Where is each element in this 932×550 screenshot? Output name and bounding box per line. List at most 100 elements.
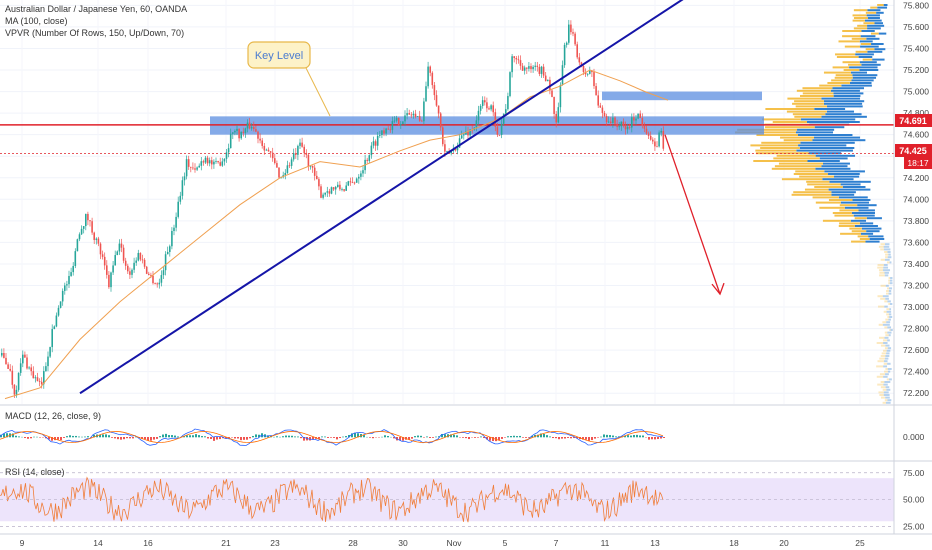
macd-histogram-bar xyxy=(426,436,428,438)
y-tick-label: 72.200 xyxy=(903,388,929,398)
candle-body xyxy=(507,96,509,110)
vp-bar-down xyxy=(885,401,891,404)
candle-body xyxy=(91,221,93,233)
rsi-legend[interactable]: RSI (14, close) xyxy=(5,467,65,477)
projection-arrow-head xyxy=(711,282,725,296)
vp-bar-up xyxy=(852,19,865,22)
candle-body xyxy=(498,134,501,136)
macd-histogram-bar xyxy=(474,437,476,438)
macd-histogram-bar xyxy=(309,437,311,441)
candle-body xyxy=(131,269,133,275)
candle-body xyxy=(593,72,595,87)
candle-body xyxy=(22,354,24,364)
macd-histogram-bar xyxy=(654,437,656,440)
vp-bar-up xyxy=(839,222,860,225)
vp-bar-up xyxy=(870,32,879,35)
candle-body xyxy=(116,251,119,256)
vp-bar-down xyxy=(833,92,864,95)
vp-bar-up xyxy=(753,160,808,162)
macd-histogram-bar xyxy=(216,437,218,440)
macd-histogram-bar xyxy=(243,437,245,440)
candle-body xyxy=(7,364,9,369)
vp-bar-up xyxy=(827,82,850,84)
macd-histogram-bar xyxy=(456,435,458,438)
vp-bar-up xyxy=(823,71,851,74)
vp-bar-up xyxy=(737,128,798,131)
candle-body xyxy=(271,152,274,159)
candle-body xyxy=(253,126,255,130)
macd-histogram-bar xyxy=(114,437,116,439)
key-level-callout[interactable]: Key Level xyxy=(247,41,331,117)
candle-body xyxy=(141,259,144,261)
vp-bar-up xyxy=(853,17,869,19)
candle-body xyxy=(236,128,238,131)
vp-bar-down xyxy=(882,323,890,326)
macd-histogram-bar xyxy=(504,437,506,438)
macd-histogram-bar xyxy=(219,437,221,440)
candle-body xyxy=(244,128,247,133)
time-axis[interactable]: 9 14 16 21 23 28 30 Nov 5 7 11 13 18 20 25 xyxy=(20,538,865,548)
macd-histogram-bar xyxy=(558,437,560,440)
price-axis[interactable]: 75.80075.60075.40075.20075.00074.80074.6… xyxy=(893,0,929,534)
macd-histogram-bar xyxy=(228,437,230,438)
candle-body xyxy=(578,57,581,63)
candle-body xyxy=(139,252,142,260)
candle-body xyxy=(145,266,148,274)
vp-bar-down xyxy=(812,139,866,142)
vp-bar-down xyxy=(796,149,853,152)
macd-histogram-bar xyxy=(51,437,53,441)
callout-pointer xyxy=(304,65,331,117)
vp-bar-down xyxy=(857,204,877,207)
vp-bar-down xyxy=(884,305,888,308)
candle-body xyxy=(610,121,612,123)
vp-bar-down xyxy=(886,349,891,352)
candle-body xyxy=(295,153,297,155)
vp-bar-up xyxy=(883,310,887,313)
vp-bar-down xyxy=(885,284,889,287)
vpvr-legend[interactable]: VPVR (Number Of Rows, 150, Up/Down, 70) xyxy=(5,28,185,38)
vp-bar-up xyxy=(889,329,891,331)
candle-body xyxy=(206,157,209,164)
candle-body xyxy=(576,44,578,58)
vp-bar-down xyxy=(815,154,856,157)
candle-body xyxy=(246,122,249,129)
candle-body xyxy=(410,114,413,116)
vp-bar-down xyxy=(888,313,892,316)
vp-bar-up xyxy=(887,287,889,290)
vp-bar-down xyxy=(833,95,861,97)
vp-bar-down xyxy=(806,121,860,123)
vp-bar-down xyxy=(830,89,860,92)
ma-legend[interactable]: MA (100, close) xyxy=(5,16,68,26)
macd-histogram-bar xyxy=(498,437,500,441)
vp-bar-up xyxy=(791,193,832,196)
candle-body xyxy=(313,167,316,176)
vp-bar-up xyxy=(800,95,834,97)
y-tick-label: 74.000 xyxy=(903,194,929,204)
vp-bar-down xyxy=(888,334,891,337)
candle-body xyxy=(502,113,505,124)
vp-bar-down xyxy=(868,235,884,238)
candle-body xyxy=(3,352,5,358)
candle-body xyxy=(481,100,484,106)
candle-body xyxy=(185,159,188,177)
candle-body xyxy=(645,128,648,134)
vp-bar-down xyxy=(882,295,889,298)
x-tick-label: 7 xyxy=(554,538,559,548)
vp-bar-up xyxy=(851,240,866,243)
macd-legend[interactable]: MACD (12, 26, close, 9) xyxy=(5,411,102,421)
candle-body xyxy=(9,368,11,371)
symbol-title[interactable]: Australian Dollar / Japanese Yen, 60, OA… xyxy=(5,4,188,14)
candle-body xyxy=(334,186,337,190)
vp-bar-down xyxy=(842,186,866,188)
macd-histogram-bar xyxy=(384,435,386,438)
candle-body xyxy=(269,151,272,153)
candle-body xyxy=(200,161,203,166)
candle-body xyxy=(114,255,116,266)
candle-body xyxy=(43,371,45,385)
candle-body xyxy=(1,352,3,356)
vp-bar-up xyxy=(884,370,888,373)
macd-histogram-bar xyxy=(72,435,74,438)
vp-bar-down xyxy=(884,243,890,246)
candle-body xyxy=(467,131,469,136)
